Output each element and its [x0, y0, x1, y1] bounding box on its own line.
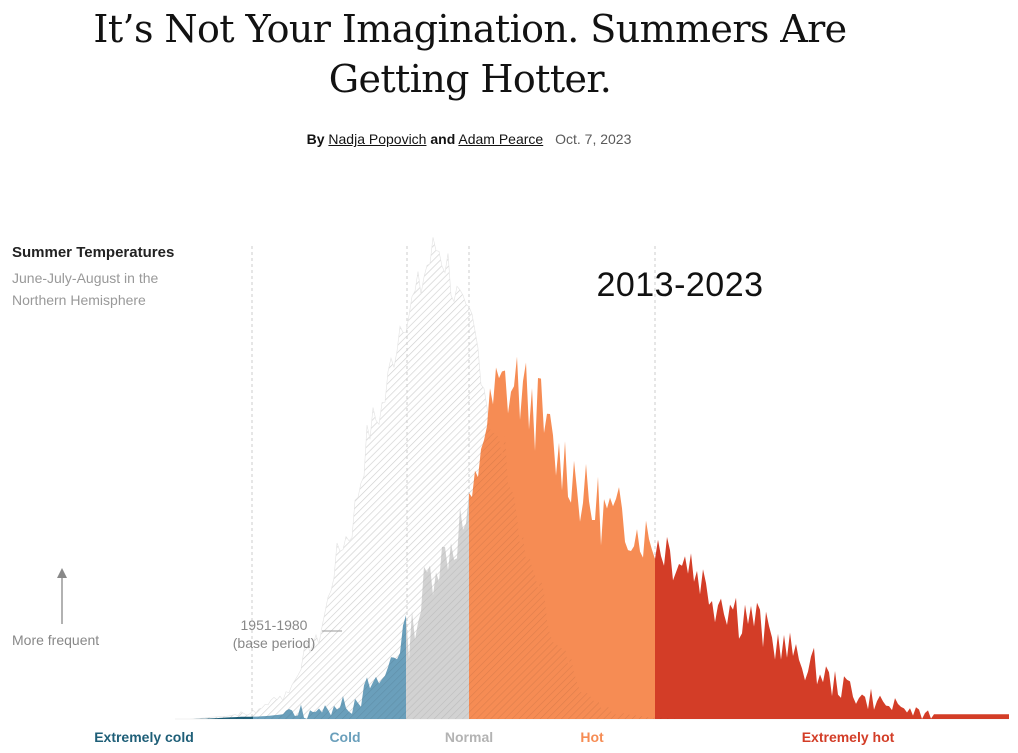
category-label-hot: Hot	[580, 729, 604, 745]
byline-conjunction: and	[430, 131, 456, 147]
annotations	[57, 568, 342, 632]
more-frequent-label: More frequent	[12, 632, 100, 648]
chart-subtitle: June-July-August in the Northern Hemisph…	[12, 270, 159, 308]
byline: By Nadja Popovich and Adam Pearce Oct. 7…	[0, 129, 938, 149]
base-period-years: 1951-1980	[240, 617, 308, 633]
more-frequent-arrowhead	[57, 568, 67, 578]
recent-area-extremely-hot	[655, 536, 1009, 719]
author-link-2[interactable]: Adam Pearce	[458, 131, 544, 147]
publish-date: Oct. 7, 2023	[555, 131, 632, 147]
recent-period-distribution	[175, 356, 1009, 719]
byline-prefix: By	[306, 131, 325, 147]
category-label-extremely-cold: Extremely cold	[94, 729, 194, 745]
category-label-normal: Normal	[444, 729, 494, 745]
base-period-label: 1951-1980 (base period)	[210, 616, 338, 652]
category-label-extremely-hot: Extremely hot	[801, 729, 895, 745]
chart-title: Summer Temperatures	[12, 244, 175, 261]
author-link-1[interactable]: Nadja Popovich	[328, 131, 427, 147]
headline: It’s Not Your Imagination. Summers Are G…	[93, 7, 847, 101]
base-period-caption: (base period)	[232, 635, 316, 651]
category-label-cold: Cold	[329, 729, 361, 745]
period-label: 2013-2023	[596, 266, 764, 304]
